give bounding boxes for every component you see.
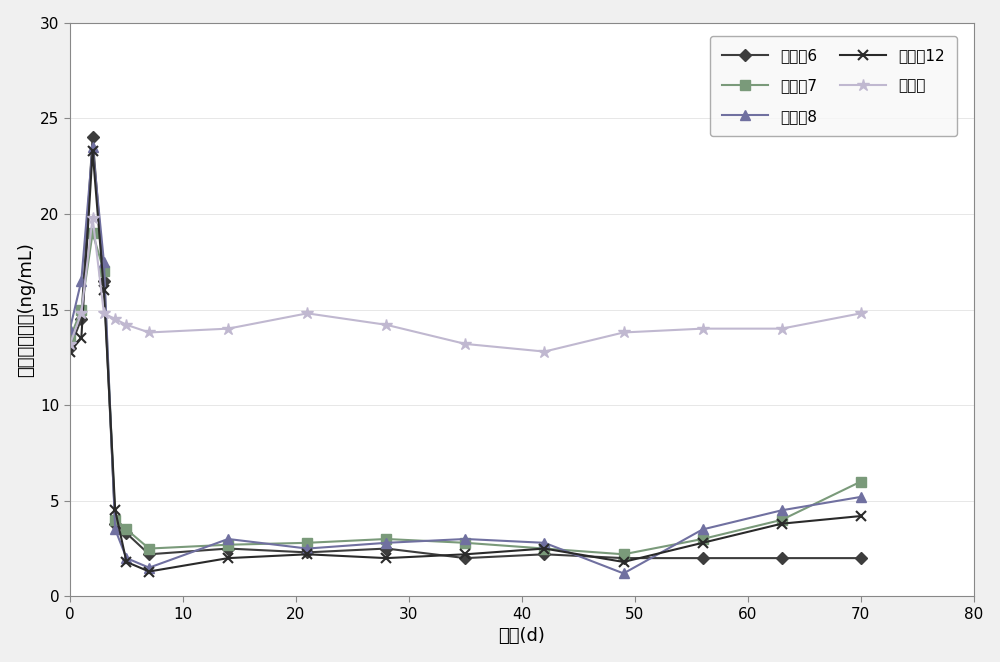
实施例12 [109,506,121,514]
实施例6 [143,550,155,558]
实施例7 [776,516,788,524]
实施例7 [538,545,550,553]
实施例12 [75,334,87,342]
实施例8 [538,539,550,547]
X-axis label: 时间(d): 时间(d) [498,628,545,645]
实施例7 [459,539,471,547]
实施例8 [143,564,155,572]
实施例6 [301,548,313,556]
实施例12 [120,558,132,566]
实施例6 [697,554,709,562]
空白组 [776,324,788,332]
Legend: 实施例6, 实施例7, 实施例8, 实施例12, 空白组: 实施例6, 实施例7, 实施例8, 实施例12, 空白组 [710,36,957,136]
实施例7 [64,334,76,342]
实施例8 [380,539,392,547]
实施例7 [75,306,87,314]
实施例6 [98,277,110,285]
实施例7 [98,267,110,275]
实施例7 [380,535,392,543]
实施例8 [301,545,313,553]
空白组 [538,348,550,355]
实施例7 [618,550,630,558]
空白组 [618,328,630,336]
实施例6 [120,530,132,538]
实施例8 [618,569,630,577]
实施例8 [120,554,132,562]
实施例6 [64,344,76,352]
实施例6 [618,554,630,562]
实施例12 [301,550,313,558]
空白组 [143,328,155,336]
空白组 [109,315,121,323]
实施例8 [64,324,76,332]
空白组 [120,321,132,329]
实施例7 [697,535,709,543]
实施例6 [855,554,867,562]
实施例6 [776,554,788,562]
空白组 [222,324,234,332]
实施例6 [109,520,121,528]
实施例12 [776,520,788,528]
空白组 [459,340,471,348]
实施例6 [538,550,550,558]
Y-axis label: 血清罎酮浓度(ng/mL): 血清罎酮浓度(ng/mL) [17,242,35,377]
实施例12 [459,550,471,558]
实施例8 [697,526,709,534]
实施例6 [459,554,471,562]
实施例6 [87,134,99,142]
实施例8 [855,493,867,501]
Line: 实施例8: 实施例8 [65,142,866,579]
Line: 实施例12: 实施例12 [65,146,866,577]
实施例7 [222,541,234,549]
空白组 [87,214,99,222]
实施例12 [697,539,709,547]
空白组 [75,309,87,317]
Line: 空白组: 空白组 [64,211,867,358]
实施例12 [143,567,155,575]
实施例6 [222,545,234,553]
空白组 [380,321,392,329]
实施例12 [618,558,630,566]
实施例7 [143,545,155,553]
空白组 [98,309,110,317]
实施例12 [380,554,392,562]
实施例8 [776,506,788,514]
实施例7 [87,229,99,237]
空白组 [64,340,76,348]
实施例8 [459,535,471,543]
实施例12 [98,287,110,295]
空白组 [697,324,709,332]
实施例12 [222,554,234,562]
实施例8 [75,277,87,285]
实施例6 [75,315,87,323]
实施例6 [380,545,392,553]
实施例7 [109,516,121,524]
实施例8 [87,143,99,151]
实施例8 [222,535,234,543]
实施例7 [120,526,132,534]
实施例12 [538,545,550,553]
Line: 实施例7: 实施例7 [65,228,866,559]
实施例12 [87,147,99,155]
实施例8 [109,526,121,534]
实施例7 [855,478,867,486]
实施例12 [855,512,867,520]
Line: 实施例6: 实施例6 [66,133,865,562]
实施例7 [301,539,313,547]
实施例12 [64,348,76,355]
实施例8 [98,258,110,265]
空白组 [855,309,867,317]
空白组 [301,309,313,317]
